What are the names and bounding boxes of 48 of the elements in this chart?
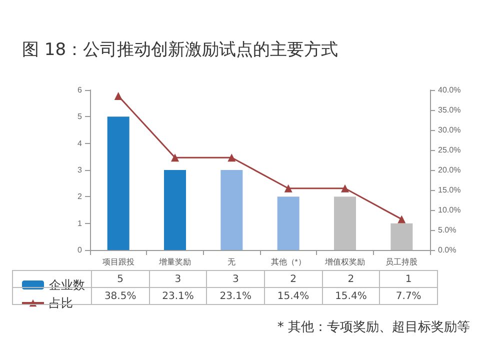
data-label: 15.4% xyxy=(264,288,322,304)
data-label: 3 xyxy=(206,270,264,288)
data-label: 23.1% xyxy=(149,288,207,304)
y2-tick-label: 0.0% xyxy=(438,246,456,254)
y-tick-label: 4 xyxy=(78,138,83,148)
y2-tick-label: 25.0% xyxy=(438,146,461,154)
data-label: 38.5% xyxy=(92,288,150,304)
x-tick-label: 项目跟投 xyxy=(102,258,134,266)
x-tick-label: 员工持股 xyxy=(386,258,418,266)
bar xyxy=(277,196,300,250)
y2-tick-label: 15.0% xyxy=(438,186,461,194)
point xyxy=(114,92,122,100)
y-tick-label: 3 xyxy=(78,166,83,174)
y-tick-label: 1 xyxy=(78,218,83,228)
point xyxy=(171,154,179,162)
y2-tick-label: 20.0% xyxy=(438,166,461,174)
x-tick-label: 其他（*） xyxy=(270,258,306,266)
y-tick-label: 2 xyxy=(78,192,83,202)
data-label: 2 xyxy=(264,270,322,288)
data-label: 3 xyxy=(149,270,207,288)
x-tick-label: 无 xyxy=(228,258,236,266)
point xyxy=(341,184,349,192)
point xyxy=(398,215,406,224)
y2-tick-label: 35.0% xyxy=(438,106,461,114)
data-label: 23.1% xyxy=(206,288,264,304)
bar xyxy=(107,116,130,250)
x-tick-label: 增值权奖励 xyxy=(324,258,365,266)
bar xyxy=(164,170,186,250)
y-tick-label: 0 xyxy=(78,246,83,254)
y2-tick-label: 10.0% xyxy=(438,206,461,214)
bar xyxy=(220,170,243,250)
point xyxy=(228,154,236,162)
point xyxy=(284,184,292,192)
x-tick-label: 增量奖励 xyxy=(158,258,191,266)
chart-title: 图 18：公司推动创新激励试点的主要方式 xyxy=(22,39,338,61)
y2-tick-label: 30.0% xyxy=(438,126,461,134)
y2-tick-label: 40.0% xyxy=(438,86,461,94)
data-label: 5 xyxy=(92,270,150,288)
bar xyxy=(390,223,413,250)
data-label: 1 xyxy=(380,270,438,288)
y-tick-label: 6 xyxy=(78,86,83,94)
y-tick-label: 5 xyxy=(78,112,83,122)
bar xyxy=(334,196,356,250)
text: * 其他：专项奖励、超目标奖励等 xyxy=(277,319,470,336)
y2-tick-label: 5.0% xyxy=(438,226,456,234)
data-label: 2 xyxy=(322,270,380,288)
data-label: 7.7% xyxy=(380,288,438,304)
data-label: 15.4% xyxy=(322,288,380,304)
